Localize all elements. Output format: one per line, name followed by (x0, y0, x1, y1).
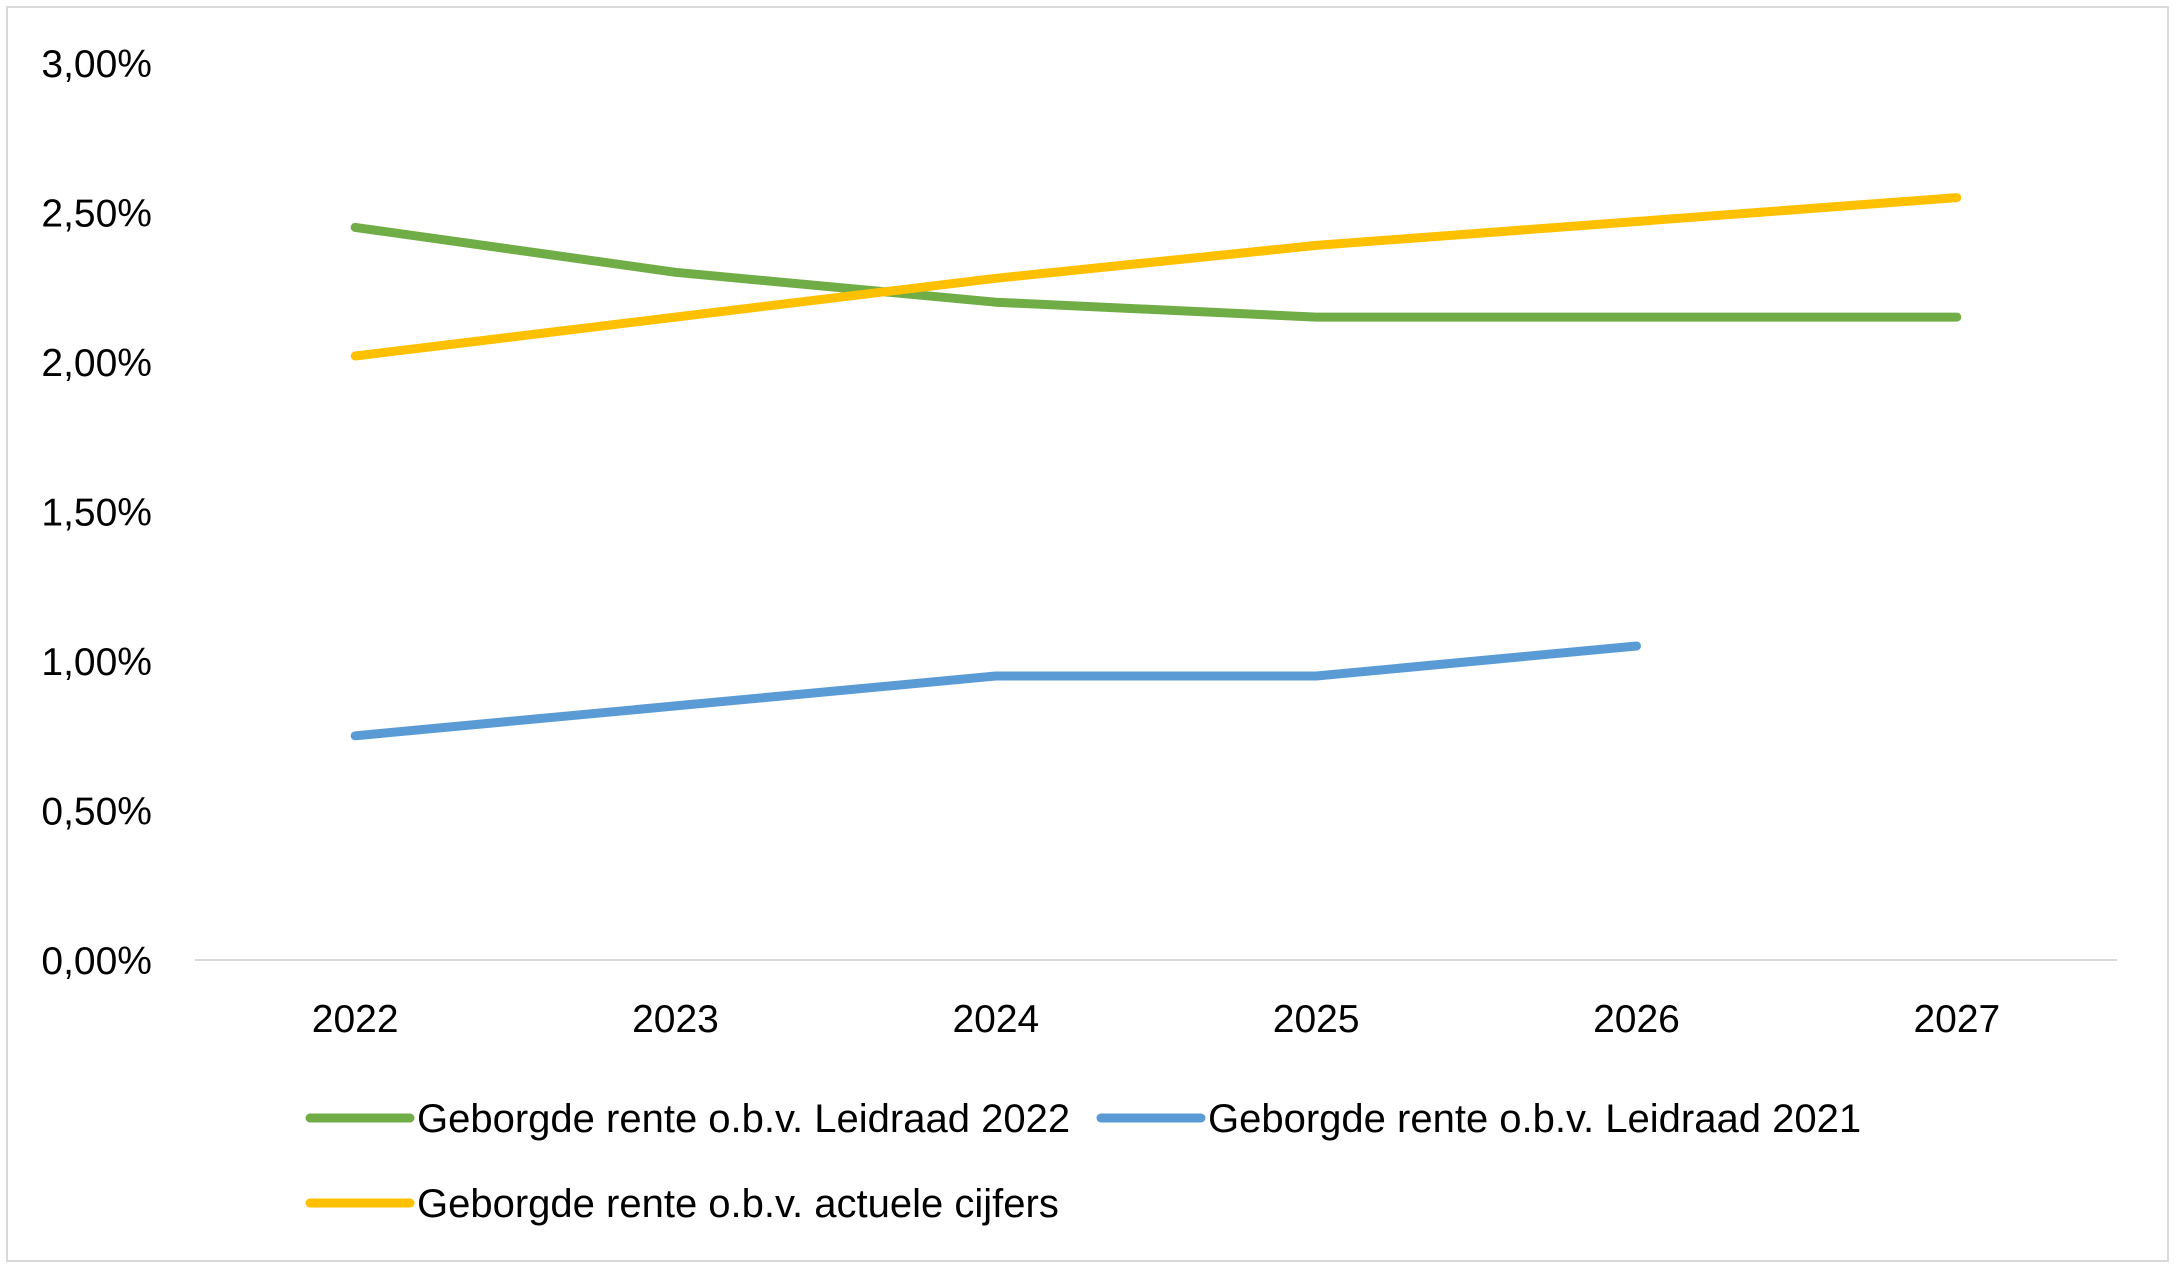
legend-label: Geborgde rente o.b.v. Leidraad 2021 (1208, 1097, 1861, 1141)
y-tick-label: 0,00% (41, 940, 152, 983)
y-tick-label: 2,50% (41, 193, 152, 236)
y-tick-label: 1,00% (41, 641, 152, 684)
legend: Geborgde rente o.b.v. Leidraad 2022 Gebor… (305, 1097, 1861, 1226)
legend-item-2: Geborgde rente o.b.v. Leidraad 2021 (1096, 1097, 1861, 1141)
x-tick-label: 2027 (1913, 998, 2000, 1041)
legend-item-3: Geborgde rente o.b.v. actuele cijfers (305, 1182, 1059, 1226)
legend-label: Geborgde rente o.b.v. actuele cijfers (417, 1182, 1059, 1226)
series-line-1 (350, 222, 1962, 322)
x-tick-label: 2024 (952, 998, 1039, 1041)
x-tick-label: 2026 (1593, 998, 1680, 1041)
x-tick-label: 2022 (312, 998, 399, 1041)
series-lines (350, 193, 1962, 741)
x-tick-label: 2025 (1273, 998, 1360, 1041)
y-tick-label: 1,50% (41, 492, 152, 535)
chart-frame (6, 6, 2169, 1262)
y-tick-label: 0,50% (41, 791, 152, 834)
x-tick-label: 2023 (632, 998, 719, 1041)
y-tick-label: 2,00% (41, 342, 152, 385)
series-line-2 (350, 641, 1641, 741)
legend-label: Geborgde rente o.b.v. Leidraad 2022 (417, 1097, 1070, 1141)
series-line-3 (350, 193, 1962, 361)
y-tick-label: 3,00% (41, 43, 152, 86)
y-axis-tick-labels: 0,00% 0,50% 1,00% 1,50% 2,00% 2,50% 3,00% (41, 43, 152, 983)
x-axis-tick-labels: 2022 2023 2024 2025 2026 2027 (312, 998, 2000, 1041)
legend-item-1: Geborgde rente o.b.v. Leidraad 2022 (305, 1097, 1070, 1141)
